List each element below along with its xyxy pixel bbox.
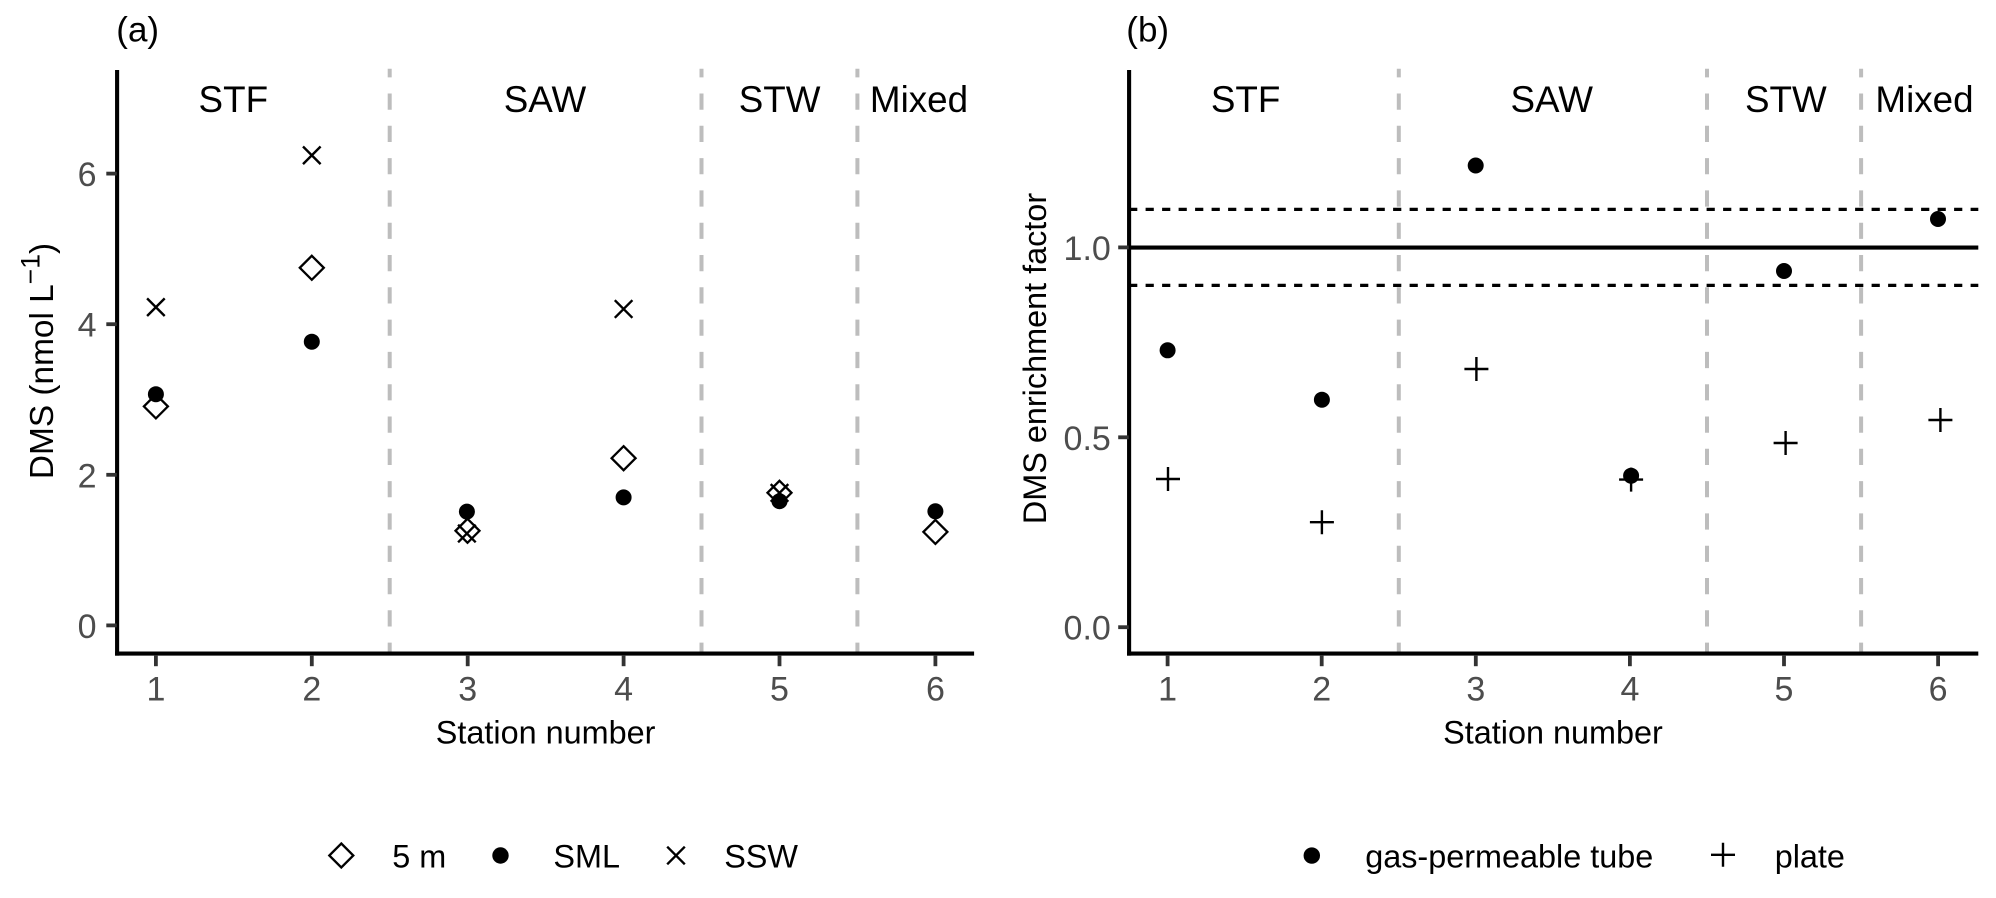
svg-text:1: 1 (1158, 670, 1177, 708)
svg-text:0: 0 (78, 608, 97, 646)
svg-text:2: 2 (302, 670, 321, 708)
svg-text:6: 6 (926, 670, 945, 708)
svg-text:(a): (a) (116, 11, 159, 50)
svg-text:(b): (b) (1126, 11, 1169, 50)
svg-text:5 m: 5 m (392, 839, 446, 875)
svg-text:5: 5 (1775, 670, 1794, 708)
svg-text:SSW: SSW (724, 839, 798, 875)
svg-text:Mixed: Mixed (1875, 79, 1973, 120)
svg-text:DMS enrichment factor: DMS enrichment factor (1017, 193, 1053, 524)
svg-text:Mixed: Mixed (870, 79, 968, 120)
svg-text:SML: SML (553, 839, 620, 875)
svg-text:plate: plate (1775, 839, 1845, 875)
svg-text:0.0: 0.0 (1064, 610, 1111, 648)
svg-text:Station number: Station number (1443, 714, 1663, 750)
svg-text:4: 4 (614, 670, 633, 708)
svg-text:6: 6 (78, 156, 97, 194)
svg-text:3: 3 (1466, 670, 1485, 708)
svg-text:6: 6 (1929, 670, 1948, 708)
svg-text:STF: STF (199, 79, 269, 120)
svg-text:STF: STF (1211, 79, 1281, 120)
svg-text:SAW: SAW (504, 79, 587, 120)
svg-text:4: 4 (78, 307, 97, 345)
svg-text:STW: STW (739, 79, 821, 120)
svg-text:gas-permeable tube: gas-permeable tube (1365, 839, 1653, 875)
svg-text:3: 3 (458, 670, 477, 708)
svg-text:DMS (nmol L−1): DMS (nmol L−1) (16, 243, 62, 479)
svg-text:Station number: Station number (436, 714, 656, 750)
svg-text:0.5: 0.5 (1064, 420, 1111, 458)
svg-text:2: 2 (78, 457, 97, 495)
svg-text:5: 5 (770, 670, 789, 708)
svg-text:2: 2 (1312, 670, 1331, 708)
svg-text:4: 4 (1620, 670, 1639, 708)
svg-text:1: 1 (146, 670, 165, 708)
svg-text:1.0: 1.0 (1064, 230, 1111, 268)
svg-text:STW: STW (1745, 79, 1827, 120)
svg-text:SAW: SAW (1510, 79, 1593, 120)
